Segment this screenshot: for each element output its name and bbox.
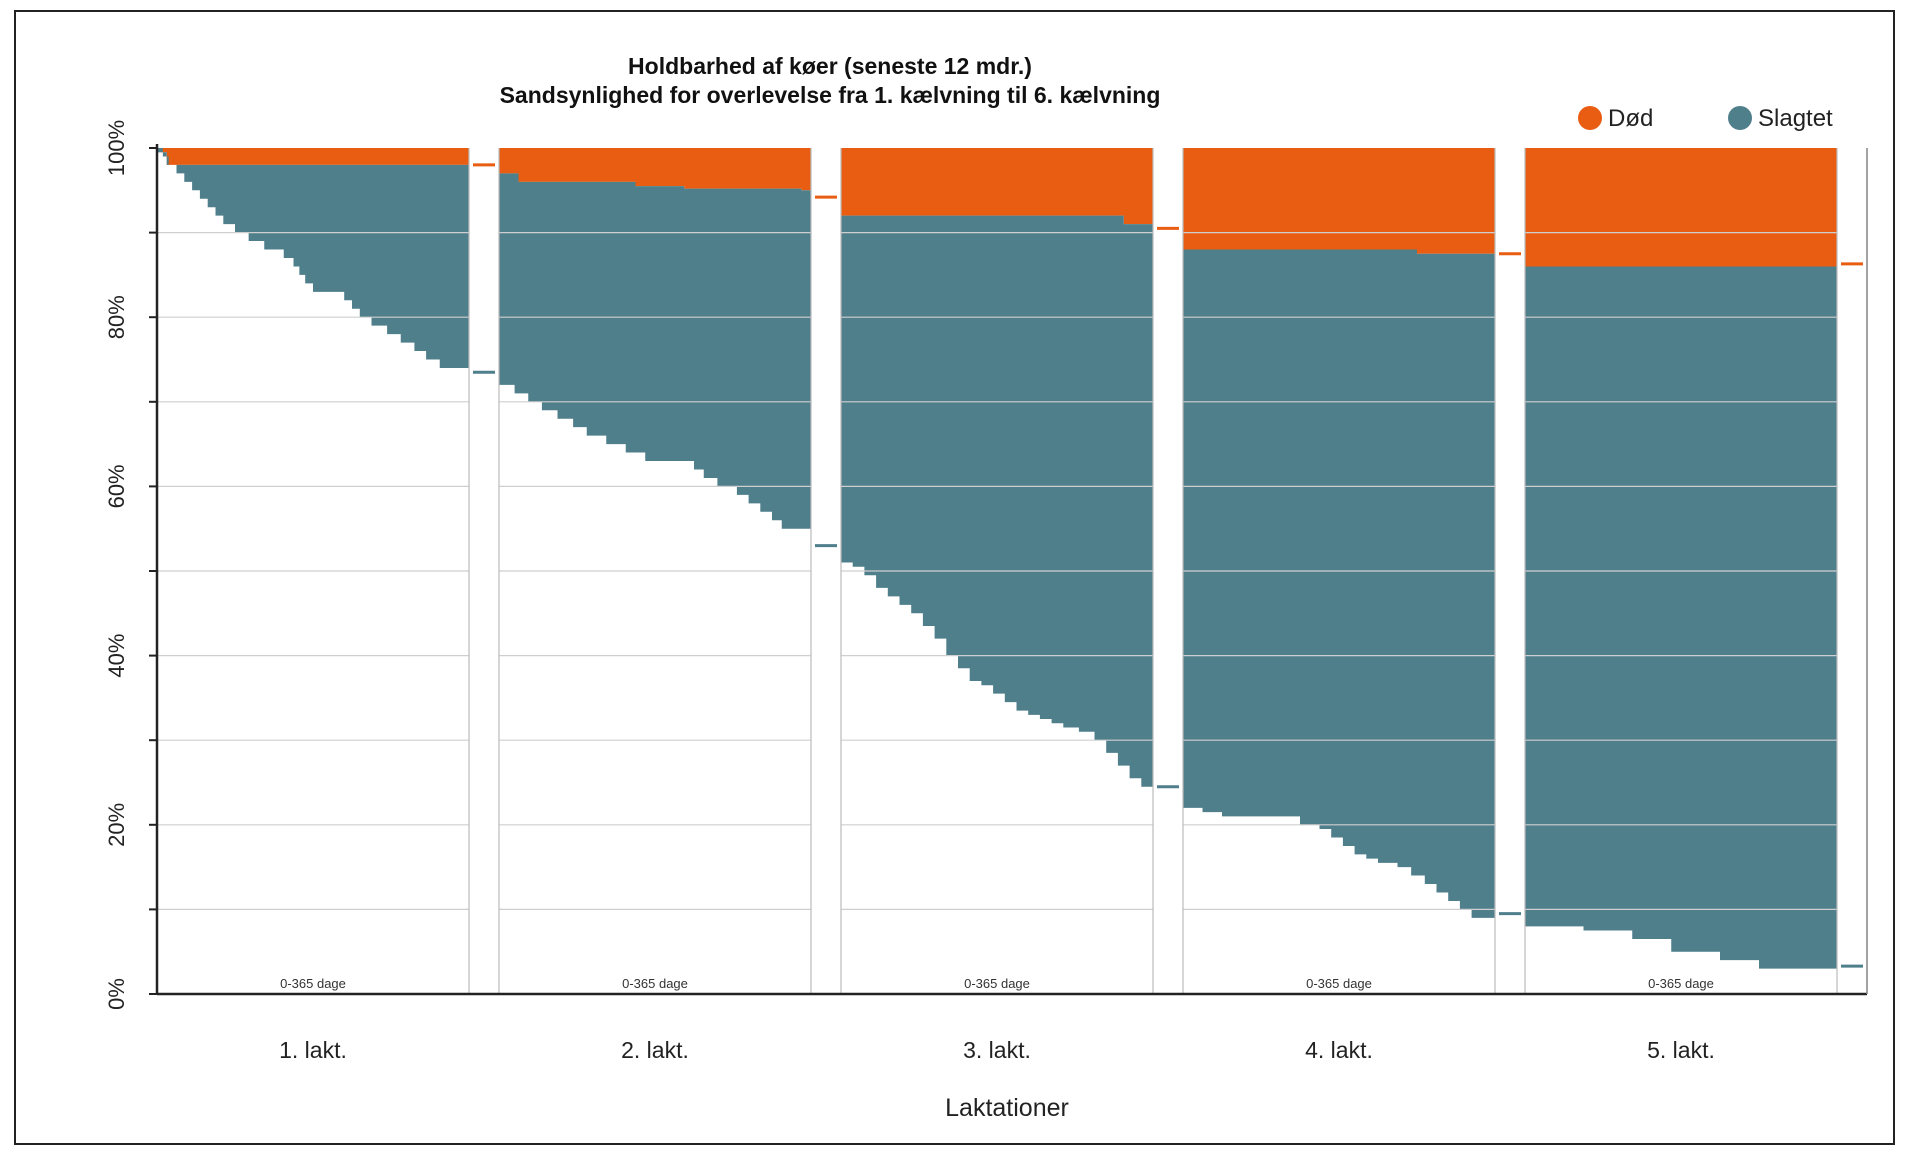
gap-column — [1153, 148, 1183, 994]
survival-chart: 0-365 dage 1. lakt. 0-365 dage 2. lakt. 0-36… — [104, 53, 1868, 1122]
period-label: 0-365 dage — [622, 976, 688, 991]
y-tick-label: 40% — [104, 634, 129, 678]
slagtet-area-lakt-3 — [841, 215, 1153, 791]
period-label: 0-365 dage — [1648, 976, 1714, 991]
y-tick-label: 100% — [104, 120, 129, 176]
y-tick-label: 80% — [104, 295, 129, 339]
legend-swatch-slagtet — [1728, 106, 1752, 130]
chart-frame: 0-365 dage 1. lakt. 0-365 dage 2. lakt. 0-36… — [14, 10, 1895, 1145]
chart-subtitle: Sandsynlighed for overlevelse fra 1. kæl… — [500, 82, 1161, 108]
x-tick-label: 1. lakt. — [279, 1037, 347, 1063]
y-tick-label: 0% — [104, 978, 129, 1010]
period-label: 0-365 dage — [280, 976, 346, 991]
x-tick-label: 4. lakt. — [1305, 1037, 1373, 1063]
slagtet-area-lakt-2 — [499, 173, 831, 529]
dod-area-lakt-4 — [1183, 148, 1495, 254]
x-tick-label: 5. lakt. — [1647, 1037, 1715, 1063]
gap-column — [811, 148, 841, 994]
x-axis-label: Laktationer — [945, 1094, 1069, 1122]
gap-column — [1837, 148, 1867, 994]
y-tick-label: 20% — [104, 803, 129, 847]
period-label: 0-365 dage — [964, 976, 1030, 991]
y-tick-label: 60% — [104, 464, 129, 508]
dod-area-lakt-5 — [1525, 148, 1837, 267]
period-label: 0-365 dage — [1306, 976, 1372, 991]
legend-label-slagtet: Slagtet — [1758, 105, 1833, 132]
chart-title: Holdbarhed af køer (seneste 12 mdr.) — [628, 53, 1032, 79]
legend: Død Slagtet — [1578, 105, 1833, 132]
legend-label-dod: Død — [1608, 105, 1653, 132]
dod-area-lakt-3 — [841, 148, 1153, 233]
dod-area-lakt-2 — [499, 148, 811, 199]
x-tick-label: 2. lakt. — [621, 1037, 689, 1063]
gap-column — [469, 148, 499, 994]
dod-area-lakt-1 — [157, 148, 469, 165]
slagtet-area-lakt-1 — [157, 148, 469, 368]
gap-column — [1495, 148, 1525, 994]
slagtet-area-lakt-4 — [1183, 249, 1495, 918]
slagtet-area-lakt-5 — [1525, 266, 1837, 969]
x-tick-label: 3. lakt. — [963, 1037, 1031, 1063]
legend-swatch-dod — [1578, 106, 1602, 130]
